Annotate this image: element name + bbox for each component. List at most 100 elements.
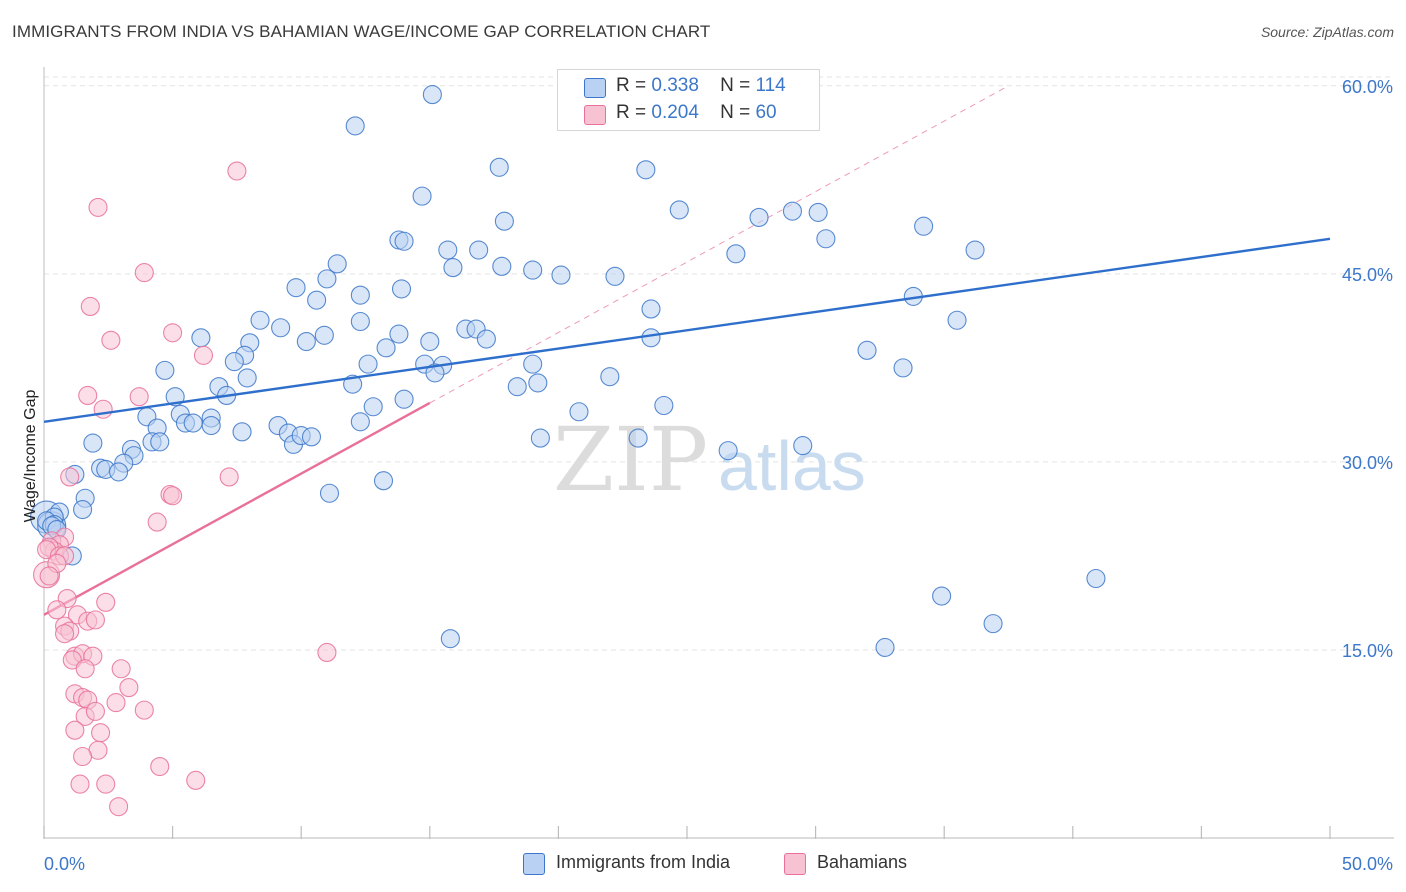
point-bahamians	[85, 610, 105, 630]
point-bahamians	[111, 659, 131, 679]
point-immigrants-from-india	[73, 499, 93, 520]
legend-r-label: R =	[616, 75, 647, 96]
point-immigrants-from-india	[469, 240, 489, 260]
trendline-bahamians	[43, 85, 1009, 616]
point-immigrants-from-india	[271, 318, 291, 338]
point-immigrants-from-india	[237, 368, 257, 388]
y-tick-label: 30.0%	[1342, 453, 1393, 473]
bottom-legend-swatch-pink	[784, 853, 806, 875]
chart-source: Source: ZipAtlas.com	[1260, 24, 1394, 40]
point-immigrants-from-india	[389, 324, 409, 344]
y-tick-label: 60.0%	[1342, 77, 1393, 97]
point-immigrants-from-india	[983, 614, 1003, 634]
point-immigrants-from-india	[749, 207, 769, 227]
point-immigrants-from-india	[373, 471, 394, 491]
series-bahamians	[37, 161, 337, 817]
point-immigrants-from-india	[726, 244, 746, 264]
point-immigrants-from-india	[150, 432, 170, 452]
watermark-zip: ZIP	[553, 408, 708, 511]
point-immigrants-from-india	[476, 329, 496, 349]
bottom-legend-label: Bahamians	[817, 852, 908, 872]
point-immigrants-from-india	[641, 299, 661, 319]
point-immigrants-from-india	[530, 428, 550, 448]
point-immigrants-from-india	[394, 231, 414, 251]
point-immigrants-from-india	[358, 354, 378, 374]
trendline-immigrants-from-india	[43, 237, 1331, 423]
watermark-atlas: atlas	[718, 427, 866, 505]
point-immigrants-from-india	[224, 352, 244, 372]
point-bahamians	[75, 659, 95, 679]
point-bahamians	[219, 467, 239, 487]
x-tick-labels: 0.0% 50.0%	[44, 854, 1393, 874]
point-immigrants-from-india	[551, 265, 571, 285]
point-immigrants-from-india	[600, 367, 620, 387]
bottom-legend-swatch-blue	[523, 853, 545, 875]
x-tick-label: 50.0%	[1342, 854, 1393, 874]
legend-r-value: 0.204	[651, 102, 699, 123]
point-immigrants-from-india	[605, 266, 625, 286]
point-immigrants-from-india	[83, 433, 103, 453]
point-bahamians	[109, 797, 129, 817]
chart-title: IMMIGRANTS FROM INDIA VS BAHAMIAN WAGE/I…	[12, 22, 711, 41]
point-immigrants-from-india	[782, 201, 803, 221]
point-immigrants-from-india	[641, 328, 661, 348]
point-immigrants-from-india	[350, 285, 370, 305]
point-immigrants-from-india	[301, 427, 322, 447]
point-bahamians	[147, 512, 167, 532]
point-immigrants-from-india	[422, 85, 442, 105]
point-bahamians	[186, 770, 206, 790]
point-bahamians	[93, 399, 113, 419]
point-immigrants-from-india	[1086, 568, 1106, 589]
point-bahamians	[129, 387, 149, 407]
point-immigrants-from-india	[350, 311, 370, 332]
point-bahamians	[134, 700, 154, 720]
point-immigrants-from-india	[317, 269, 337, 289]
legend-r-label: R =	[616, 102, 647, 123]
legend-n-label: N =	[720, 75, 751, 96]
point-immigrants-from-india	[109, 462, 129, 482]
point-immigrants-from-india	[965, 240, 985, 260]
point-bahamians	[193, 345, 214, 365]
point-immigrants-from-india	[350, 412, 370, 432]
trendline-solid	[43, 401, 431, 616]
point-immigrants-from-india	[155, 360, 175, 380]
trendline-solid	[43, 237, 1331, 423]
point-immigrants-from-india	[307, 290, 327, 310]
point-immigrants-from-india	[628, 428, 648, 448]
point-immigrants-from-india	[816, 229, 836, 249]
legend-r-value: 0.338	[651, 75, 699, 96]
point-bahamians	[85, 701, 105, 721]
point-immigrants-from-india	[345, 116, 365, 136]
point-immigrants-from-india	[528, 373, 548, 393]
point-immigrants-from-india	[654, 395, 674, 416]
point-immigrants-from-india	[893, 358, 913, 378]
point-bahamians	[65, 720, 85, 740]
point-bahamians	[119, 678, 139, 698]
point-bahamians	[88, 197, 108, 217]
point-immigrants-from-india	[376, 338, 396, 358]
point-immigrants-from-india	[412, 186, 432, 206]
point-immigrants-from-india	[286, 278, 306, 298]
point-immigrants-from-india	[507, 377, 527, 397]
point-immigrants-from-india	[669, 200, 689, 220]
legend-swatch-pink	[584, 105, 606, 125]
y-tick-label: 45.0%	[1342, 265, 1393, 285]
point-immigrants-from-india	[857, 340, 877, 360]
point-bahamians	[78, 385, 98, 406]
point-immigrants-from-india	[191, 328, 211, 348]
point-bahamians	[106, 693, 126, 713]
point-bahamians	[96, 774, 116, 794]
point-immigrants-from-india	[363, 397, 383, 417]
point-immigrants-from-india	[492, 256, 512, 276]
point-bahamians	[80, 296, 100, 316]
legend-n-value: 60	[755, 102, 777, 123]
point-bahamians	[91, 723, 111, 743]
point-bahamians	[70, 774, 90, 794]
point-immigrants-from-india	[296, 332, 316, 352]
y-tick-label: 15.0%	[1342, 641, 1393, 661]
point-immigrants-from-india	[391, 279, 412, 299]
point-immigrants-from-india	[183, 413, 203, 433]
point-bahamians	[101, 330, 121, 350]
point-immigrants-from-india	[314, 325, 334, 345]
point-immigrants-from-india	[636, 160, 656, 180]
